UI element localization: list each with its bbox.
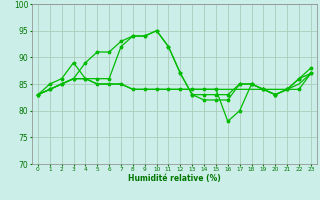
X-axis label: Humidité relative (%): Humidité relative (%)	[128, 174, 221, 183]
